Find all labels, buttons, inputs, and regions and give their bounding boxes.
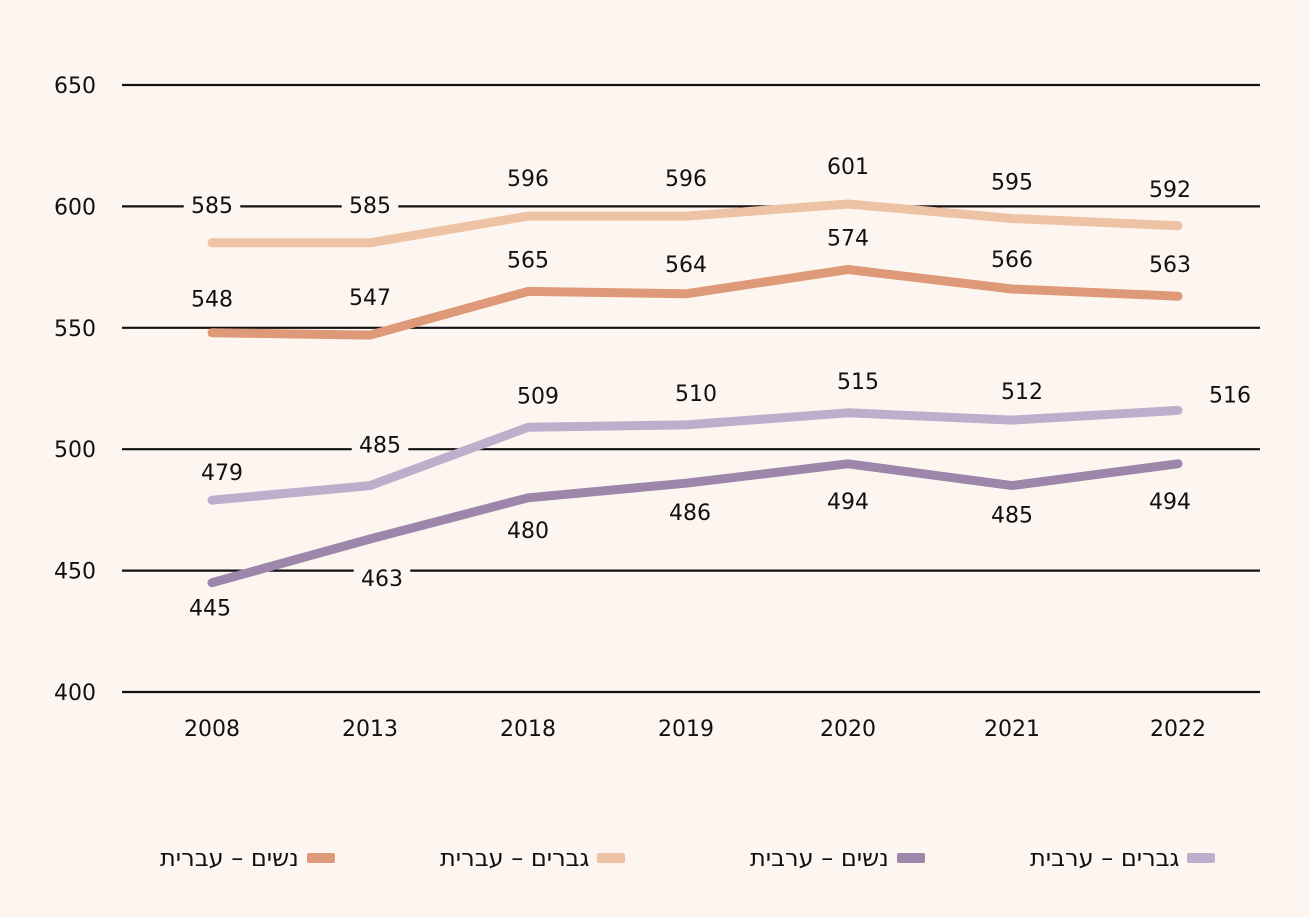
data-label-bg (667, 382, 725, 407)
data-label: 515 (837, 370, 879, 395)
legend-item-women-arabic: נשים – ערבית (750, 838, 925, 878)
data-label: 445 (189, 597, 231, 622)
legend-label: נשים – ערבית (750, 844, 889, 872)
data-label-bg (983, 504, 1041, 529)
legend-label: גברים – עברית (440, 844, 590, 872)
data-label: 596 (507, 167, 549, 192)
y-tick-label: 450 (54, 560, 96, 585)
data-label-bg (819, 155, 877, 180)
x-tick-label: 2013 (342, 717, 398, 742)
data-label: 585 (349, 194, 391, 219)
series-line-2 (207, 459, 1183, 588)
data-label-bg (193, 462, 251, 487)
x-tick-label: 2008 (184, 717, 240, 742)
data-label-bg (983, 171, 1041, 196)
y-tick-label: 400 (54, 681, 96, 706)
data-label-bg (181, 597, 239, 622)
x-tick-label: 2019 (658, 717, 714, 742)
data-label-bg (499, 168, 557, 193)
data-label: 564 (665, 253, 707, 278)
data-label: 547 (349, 286, 391, 311)
data-label-bg (819, 490, 877, 515)
legend-swatch (896, 853, 925, 863)
data-label: 463 (361, 567, 403, 592)
data-label-bg (183, 194, 241, 219)
series-lines (207, 199, 1183, 588)
data-label-bg (509, 385, 567, 410)
data-label: 485 (991, 504, 1033, 529)
data-label-bg (499, 519, 557, 544)
data-label: 601 (827, 155, 869, 180)
data-label: 480 (507, 519, 549, 544)
data-label: 510 (675, 382, 717, 407)
data-label: 574 (827, 227, 869, 252)
data-label: 585 (191, 194, 233, 219)
gridlines (122, 83, 1260, 694)
legend-swatch (306, 853, 335, 863)
x-tick-label: 2018 (500, 717, 556, 742)
data-label-bg (351, 434, 409, 459)
legend-swatch (1187, 853, 1216, 863)
data-label: 512 (1001, 380, 1043, 405)
data-label: 509 (517, 384, 559, 409)
x-axis-ticks: 2008 2013 2018 2019 2020 2021 2022 (184, 717, 1206, 742)
data-label: 516 (1209, 383, 1251, 408)
data-label-bg (657, 253, 715, 278)
y-tick-label: 650 (54, 74, 96, 99)
legend-label: גברים – ערבית (1030, 844, 1180, 872)
data-label-bg (1141, 254, 1199, 279)
data-label-bg (993, 381, 1051, 406)
x-tick-label: 2022 (1150, 717, 1206, 742)
data-label-bg (829, 370, 887, 395)
data-label-bg (499, 249, 557, 274)
x-tick-label: 2021 (984, 717, 1040, 742)
y-tick-label: 500 (54, 438, 96, 463)
legend: נשים – עברית גברים – עברית נשים – ערבית … (0, 838, 1310, 878)
y-tick-label: 600 (54, 195, 96, 220)
data-label: 494 (1149, 490, 1191, 515)
data-label-bg (657, 168, 715, 193)
data-label-bg (1201, 384, 1259, 409)
legend-item-men-hebrew: גברים – עברית (440, 838, 626, 878)
legend-item-women-hebrew: נשים – עברית (160, 838, 335, 878)
legend-label: נשים – עברית (160, 844, 299, 872)
data-label: 485 (359, 434, 401, 459)
data-label-bg (661, 502, 719, 527)
data-label: 494 (827, 490, 869, 515)
data-label-bg (341, 287, 399, 312)
series-line-3 (207, 405, 1183, 505)
data-label: 563 (1149, 253, 1191, 278)
data-label-bg (1141, 178, 1199, 203)
y-tick-label: 550 (54, 317, 96, 342)
data-label: 592 (1149, 178, 1191, 203)
data-label-bg (819, 227, 877, 252)
data-label-bg (1141, 490, 1199, 515)
data-label-bg (983, 248, 1041, 273)
legend-swatch (597, 853, 626, 863)
data-labels: 548 547 565 564 574 566 563 585 585 596 596 601 595 5… (181, 155, 1259, 622)
series-line-1 (207, 199, 1183, 248)
data-label-bg (183, 288, 241, 313)
data-label: 486 (669, 501, 711, 526)
data-label: 595 (991, 171, 1033, 196)
data-label-bg (353, 568, 411, 593)
data-label: 479 (201, 461, 243, 486)
data-label: 596 (665, 167, 707, 192)
data-label: 548 (191, 288, 233, 313)
y-axis-ticks: 400 450 500 550 600 650 (54, 74, 96, 706)
data-label: 566 (991, 248, 1033, 273)
legend-item-men-arabic: גברים – ערבית (1030, 838, 1216, 878)
data-label: 565 (507, 248, 549, 273)
series-line-0 (207, 265, 1183, 340)
x-tick-label: 2020 (820, 717, 876, 742)
data-label-bg (341, 194, 399, 219)
